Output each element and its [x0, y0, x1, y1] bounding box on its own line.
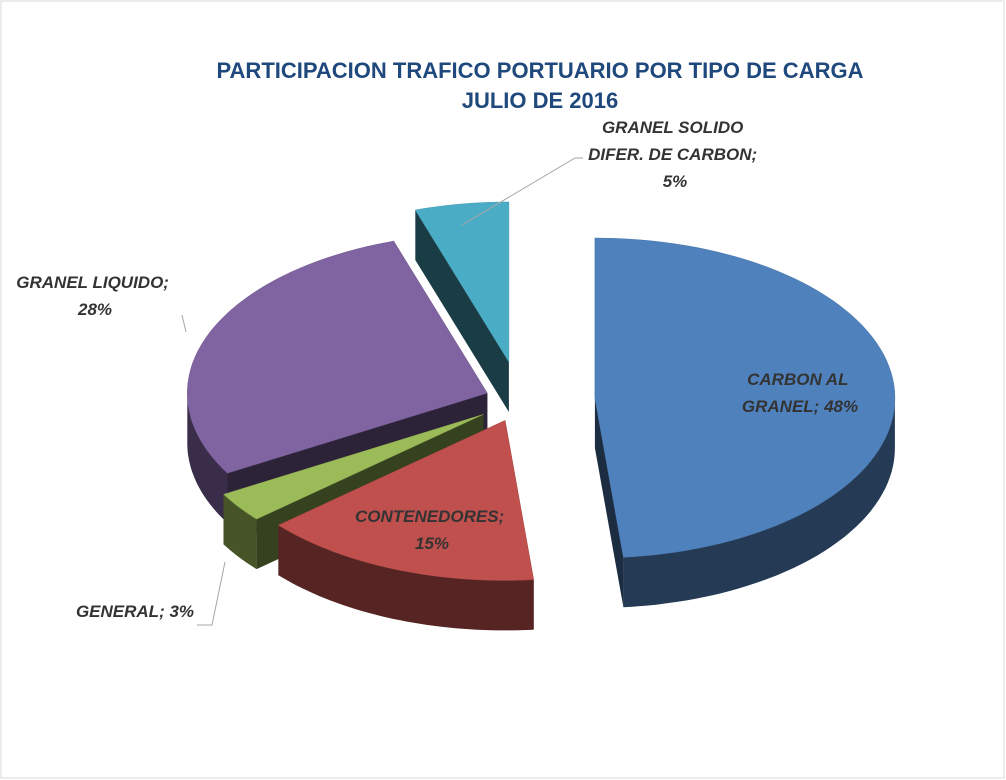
- data-label-line: 5%: [663, 172, 688, 191]
- data-label-line: CONTENEDORES;: [355, 507, 509, 526]
- data-label-line: GENERAL; 3%: [76, 602, 194, 621]
- slice-side: [594, 398, 624, 608]
- data-label: GRANEL SOLIDO DIFER. DE CARBON; 5%: [588, 118, 762, 191]
- chart-subtitle: JULIO DE 2016: [462, 88, 619, 113]
- data-label-line: GRANEL; 48%: [742, 397, 858, 416]
- data-label-line: GRANEL LIQUIDO;: [16, 273, 173, 292]
- data-label: CARBON AL GRANEL; 48%: [742, 370, 858, 416]
- data-label-line: 15%: [415, 534, 449, 553]
- slice-side: [223, 414, 484, 545]
- slice-top: [222, 414, 484, 520]
- data-label: GRANEL LIQUIDO; 28%: [16, 273, 173, 319]
- slice-top: [594, 237, 896, 558]
- data-label: CONTENEDORES; 15%: [355, 507, 509, 553]
- chart-title: PARTICIPACION TRAFICO PORTUARIO POR TIPO…: [217, 58, 864, 83]
- slice-top: [277, 420, 534, 581]
- slice-side: [415, 210, 509, 412]
- leader-line: [181, 314, 187, 333]
- slice: [414, 201, 510, 412]
- leader-line: [461, 157, 583, 226]
- data-label-line: DIFER. DE CARBON;: [588, 145, 762, 164]
- slice-top: [414, 201, 510, 363]
- slice-wall: [187, 393, 228, 524]
- slice: [277, 420, 534, 631]
- slice-wall: [278, 525, 534, 631]
- data-label-line: 28%: [77, 300, 112, 319]
- slice-wall: [623, 398, 895, 608]
- data-label-line: GRANEL SOLIDO: [602, 118, 748, 137]
- data-label: GENERAL; 3%: [76, 602, 194, 621]
- data-label-line: CARBON AL: [747, 370, 853, 389]
- slice: [594, 237, 896, 608]
- slice-top: [187, 240, 488, 474]
- slice-wall: [223, 494, 257, 570]
- leader-line: [197, 561, 226, 626]
